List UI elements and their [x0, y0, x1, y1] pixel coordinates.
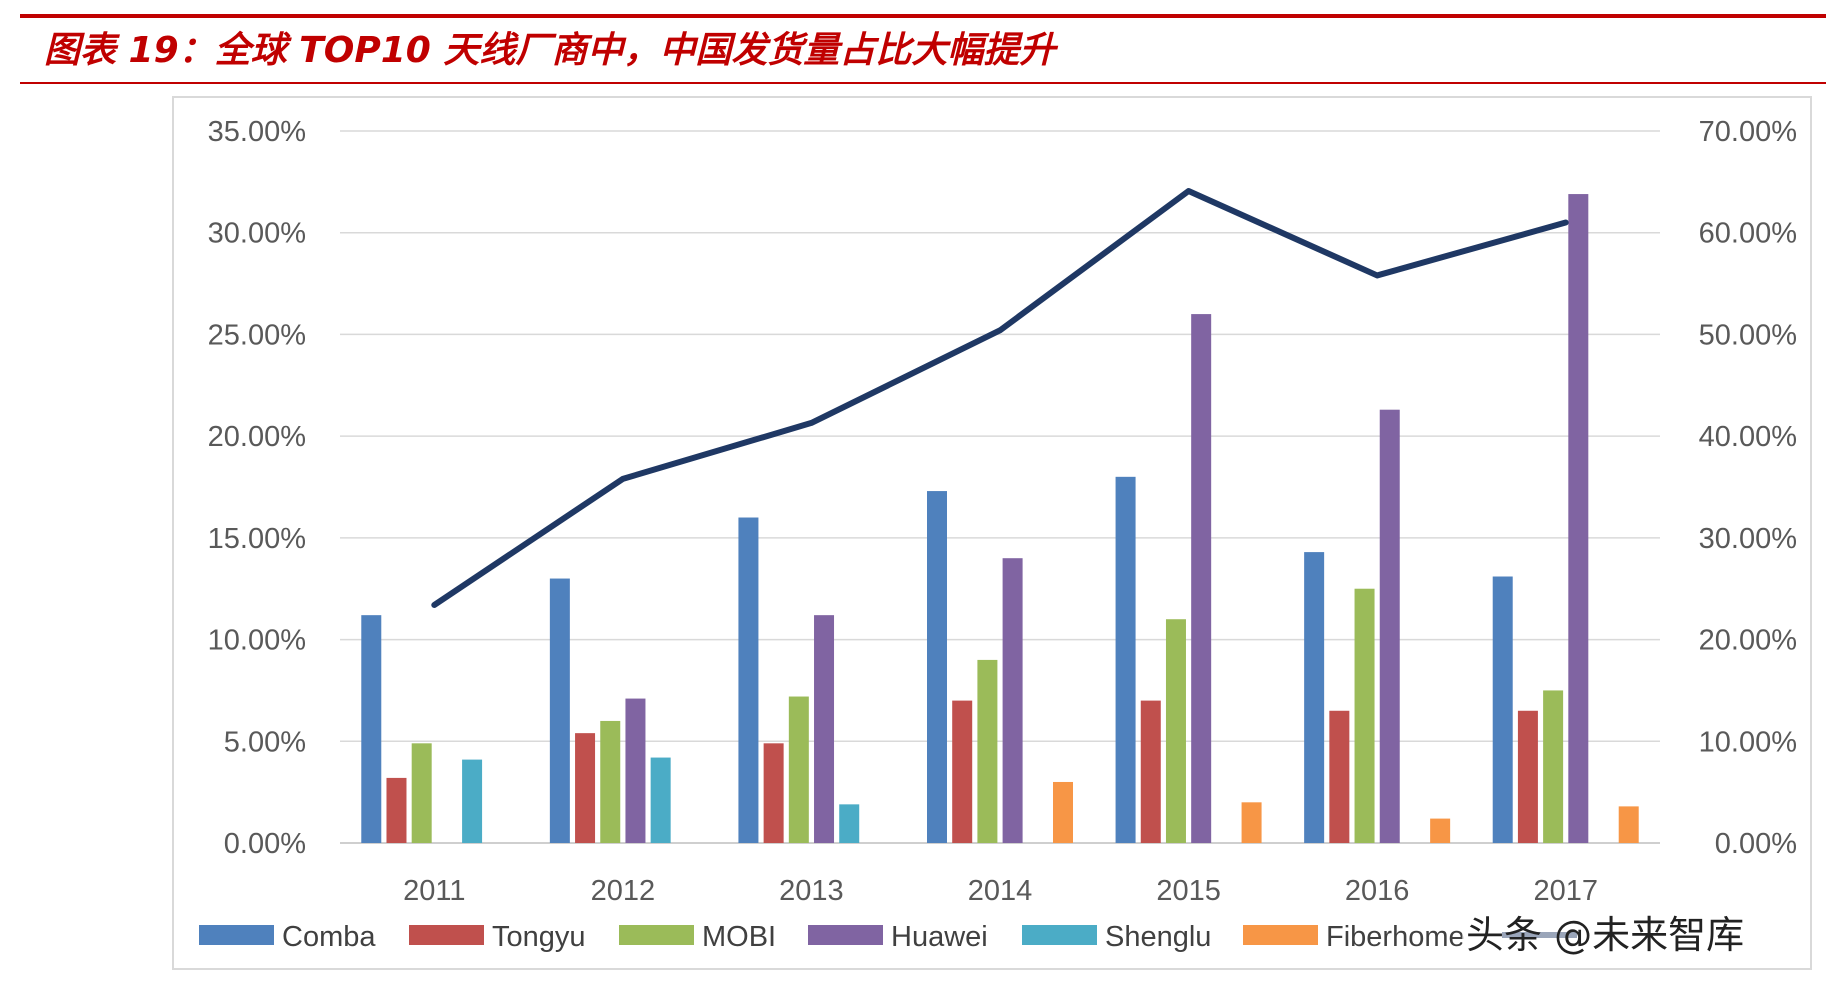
- bar-mobi: [600, 720, 621, 843]
- bar-comba: [1115, 476, 1136, 843]
- bar-mobi: [977, 659, 998, 843]
- legend-swatch-huawei: [808, 925, 883, 945]
- bar-mobi: [1165, 619, 1186, 843]
- bar-mobi: [1543, 690, 1564, 843]
- bar-huawei: [1002, 558, 1023, 843]
- bar-comba: [738, 517, 759, 843]
- x-tick-label: 2014: [968, 875, 1033, 907]
- legend-label-fiberhome: Fiberhome: [1326, 921, 1465, 953]
- bar-comba: [1492, 576, 1513, 843]
- y-tick-label: 25.00%: [208, 319, 306, 351]
- bar-fiberhome: [1241, 802, 1262, 843]
- watermark-text: 头条 @未来智库: [1462, 904, 1749, 959]
- y-tick-label: 15.00%: [208, 523, 306, 555]
- bar-fiberhome: [1618, 806, 1639, 843]
- bar-mobi: [788, 696, 809, 843]
- x-tick-label: 2013: [779, 875, 844, 907]
- legend-swatch-comba: [199, 925, 274, 945]
- y2-tick-label: 20.00%: [1699, 625, 1797, 657]
- bar-fiberhome: [1053, 781, 1073, 843]
- bar-tongyu: [1140, 700, 1161, 843]
- y2-tick-label: 10.00%: [1699, 726, 1797, 758]
- bar-tongyu: [763, 743, 784, 843]
- bar-huawei: [814, 615, 835, 843]
- bar-huawei: [625, 698, 646, 843]
- chart-frame: [172, 96, 1812, 970]
- legend-label-comba: Comba: [282, 921, 376, 953]
- y2-tick-label: 70.00%: [1699, 116, 1797, 148]
- figure-title: 图表 19：全球 TOP10 天线厂商中，中国发货量占比大幅提升: [44, 30, 1056, 71]
- bar-fiberhome: [1430, 818, 1451, 843]
- bar-mobi: [1354, 588, 1375, 843]
- legend-swatch-mobi: [619, 925, 694, 945]
- y-tick-label: 35.00%: [208, 116, 306, 148]
- x-tick-label: 2017: [1533, 875, 1598, 907]
- bar-huawei: [1379, 409, 1400, 843]
- x-tick-label: 2015: [1156, 875, 1221, 907]
- bar-shenglu: [650, 757, 671, 843]
- bar-comba: [361, 615, 382, 843]
- legend-label-huawei: Huawei: [891, 921, 988, 953]
- bar-huawei: [1191, 314, 1212, 844]
- legend-label-shenglu: Shenglu: [1105, 921, 1211, 953]
- bar-tongyu: [1329, 710, 1350, 843]
- bar-tongyu: [386, 777, 407, 843]
- legend-swatch-fiberhome: [1243, 925, 1318, 945]
- y2-tick-label: 60.00%: [1699, 218, 1797, 250]
- x-tick-label: 2012: [591, 875, 656, 907]
- bar-comba: [927, 491, 947, 843]
- x-tick-label: 2011: [403, 875, 465, 907]
- y2-tick-label: 0.00%: [1715, 828, 1797, 860]
- bar-shenglu: [839, 804, 860, 843]
- bar-huawei: [1568, 194, 1589, 843]
- legend-label-tongyu: Tongyu: [492, 921, 586, 953]
- y-tick-label: 10.00%: [208, 625, 306, 657]
- bar-comba: [549, 578, 570, 843]
- y-tick-label: 30.00%: [208, 218, 306, 250]
- x-tick-label: 2016: [1345, 875, 1410, 907]
- bar-mobi: [411, 743, 432, 843]
- legend-swatch-shenglu: [1022, 925, 1097, 945]
- bar-comba: [1304, 552, 1325, 843]
- legend-label-mobi: MOBI: [702, 921, 776, 953]
- y2-tick-label: 40.00%: [1699, 421, 1797, 453]
- title-bottom-rule: [20, 82, 1826, 84]
- y-tick-label: 20.00%: [208, 421, 306, 453]
- y-tick-label: 5.00%: [224, 726, 306, 758]
- legend-swatch-tongyu: [409, 925, 484, 945]
- bar-shenglu: [462, 759, 483, 843]
- y2-tick-label: 50.00%: [1699, 319, 1797, 351]
- share-line: [431, 188, 1569, 608]
- y-tick-label: 0.00%: [224, 828, 306, 860]
- bar-tongyu: [1517, 710, 1538, 843]
- title-top-rule: [20, 14, 1826, 18]
- bar-tongyu: [952, 700, 973, 843]
- bar-tongyu: [575, 733, 596, 843]
- y2-tick-label: 30.00%: [1699, 523, 1797, 555]
